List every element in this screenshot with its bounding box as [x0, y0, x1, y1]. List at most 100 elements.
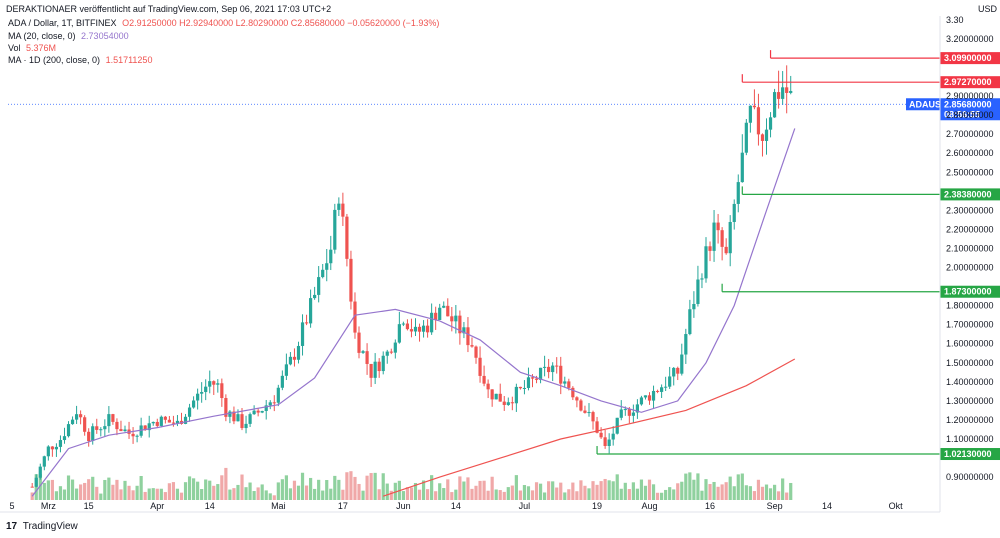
candle-body: [353, 301, 357, 333]
volume-bar: [486, 490, 490, 500]
x-tick-label: Mai: [271, 501, 286, 511]
volume-bar: [248, 482, 252, 500]
candle-body: [482, 375, 486, 384]
volume-bar: [91, 476, 95, 500]
candle-body: [204, 386, 208, 393]
candle-body: [575, 397, 579, 401]
y-tick-label: 2.60000000: [946, 148, 994, 158]
volume-bar: [87, 479, 91, 500]
volume-bar: [268, 493, 272, 500]
y-tick-label: 1.20000000: [946, 415, 994, 425]
candle-body: [163, 416, 167, 420]
candle-body: [579, 400, 583, 411]
candle-body: [458, 315, 462, 334]
candle-body: [526, 377, 531, 388]
candle-body: [325, 263, 329, 270]
volume-bar: [317, 479, 321, 500]
volume-bar: [696, 473, 700, 500]
candle-body: [490, 389, 494, 400]
candle-body: [413, 326, 418, 332]
candle-body: [627, 409, 631, 416]
volume-bar: [607, 480, 611, 500]
candle-body: [724, 246, 728, 254]
candle-body: [518, 386, 522, 389]
volume-bar: [232, 488, 236, 500]
candle-body: [280, 375, 284, 388]
volume-bar: [99, 493, 103, 500]
candle-body: [288, 356, 293, 365]
volume-bar: [151, 488, 155, 500]
candle-body: [373, 361, 377, 378]
legend-ma200-row: MA · 1D (200, close, 0) 1.51711250: [8, 55, 152, 65]
candle-body: [292, 356, 297, 360]
volume-bar: [575, 491, 579, 500]
volume-bar: [514, 475, 518, 500]
candle-body: [740, 152, 744, 183]
tradingview-brand[interactable]: 17 TradingView: [6, 521, 78, 532]
volume-bar: [401, 491, 405, 500]
level-tag: [940, 188, 1000, 201]
candle-body: [603, 437, 607, 446]
volume-bar: [567, 489, 571, 500]
level-tag: [940, 76, 1000, 89]
candle-body: [639, 397, 644, 405]
candle-body: [660, 387, 664, 392]
y-tick-label: 1.80000000: [946, 301, 994, 311]
candle-body: [272, 402, 276, 404]
volume-bar: [280, 479, 284, 500]
candle-body: [115, 421, 119, 430]
candle-body: [478, 357, 482, 376]
volume-bar: [777, 491, 781, 500]
y-tick-label: 2.20000000: [946, 224, 994, 234]
volume-bar: [772, 484, 777, 500]
candle-body: [284, 364, 288, 376]
candle-body: [167, 419, 171, 423]
volume-bar: [30, 492, 34, 500]
candle-body: [224, 398, 228, 417]
candle-body: [756, 107, 761, 135]
candle-body: [607, 439, 611, 446]
candle-body: [768, 117, 773, 130]
volume-bar: [191, 478, 196, 500]
volume-bar: [462, 481, 466, 500]
volume-bar: [361, 490, 365, 500]
moving-averages: [31, 128, 796, 497]
y-tick-label: 3.30: [946, 15, 964, 25]
y-tick-label: 0.90000000: [946, 472, 994, 482]
volume-bar: [446, 479, 450, 500]
y-tick-label: 1.60000000: [946, 339, 994, 349]
candle-body: [135, 435, 139, 437]
candle-body: [534, 378, 539, 380]
candle-body: [276, 387, 280, 403]
volume-bar: [510, 485, 514, 500]
volume-bar: [417, 489, 422, 500]
volume-bar: [365, 475, 369, 500]
y-tick-label: 2.30000000: [946, 205, 994, 215]
candle-body: [417, 326, 422, 332]
candle-body: [381, 355, 385, 372]
volume-bar: [660, 492, 664, 500]
volume-bar: [123, 480, 127, 500]
x-tick-label: 19: [592, 501, 602, 511]
candle-body: [264, 405, 268, 411]
candle-body: [187, 407, 192, 417]
candle-body: [623, 409, 627, 411]
volume-bar: [341, 489, 345, 500]
y-tick-label: 1.40000000: [946, 377, 994, 387]
volume-bar: [79, 484, 83, 500]
candle-body: [643, 395, 648, 398]
x-tick-label: Jul: [519, 501, 531, 511]
y-tick-label: 2.00000000: [946, 263, 994, 273]
candle-body: [559, 365, 563, 384]
volume-bar: [345, 472, 349, 500]
candlesticks: [30, 65, 793, 488]
volume-bar: [179, 492, 184, 500]
x-tick-label: 14: [205, 501, 215, 511]
volume-bar: [631, 482, 635, 500]
volume-bar: [442, 488, 446, 500]
volume-bar: [478, 480, 482, 500]
volume-bar: [530, 490, 535, 500]
ma200-line: [383, 358, 796, 497]
symbol-label: ADAUSD: [909, 99, 948, 109]
